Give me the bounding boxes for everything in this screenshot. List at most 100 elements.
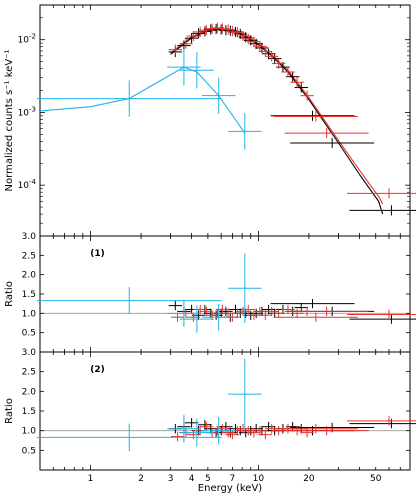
cyan-data-point	[228, 253, 262, 323]
cyan-data-point	[167, 414, 201, 443]
x-tick-label: 7	[230, 474, 236, 484]
black-data-point	[290, 137, 375, 149]
red-data-point	[347, 416, 416, 426]
red-data-point	[170, 312, 185, 322]
red-data-point	[273, 111, 358, 122]
red-data-point	[241, 425, 255, 436]
black-data-point	[267, 53, 282, 64]
red-data-point	[236, 423, 250, 434]
cyan-data-point	[201, 77, 236, 114]
y-tick-label: 2.5	[22, 368, 36, 378]
ratio1-label: (1)	[90, 249, 105, 259]
y-tick-label: 1.0	[22, 309, 37, 319]
red-data-point	[284, 306, 369, 317]
y-tick-label: 2.0	[22, 271, 37, 281]
red-data-point	[264, 306, 279, 317]
red-data-point	[215, 423, 230, 434]
black-data-point	[349, 418, 416, 429]
ratio1-y-axis-title: Ratio	[4, 281, 15, 307]
red-data-point	[241, 304, 255, 315]
black-data-point	[191, 28, 206, 39]
x-tick-label: 4	[189, 474, 195, 484]
red-data-point	[258, 46, 273, 57]
red-data-point	[247, 427, 261, 438]
y-tick-label: 0.5	[22, 446, 36, 456]
red-data-point	[347, 188, 416, 199]
cyan-data-point	[180, 305, 214, 333]
red-data-point	[225, 26, 240, 37]
cyan-data-point	[228, 113, 262, 150]
y-tick-label: 10-4	[18, 178, 37, 191]
y-tick-label: 3.0	[22, 232, 37, 242]
red-data-point	[215, 23, 230, 34]
black-data-point	[249, 423, 263, 434]
red-data-point	[199, 422, 214, 432]
x-tick-label: 2	[138, 474, 144, 484]
red-data-point	[199, 24, 214, 36]
red-data-point	[271, 58, 286, 69]
black-data-point	[349, 314, 416, 324]
y-tick-label: 2.0	[22, 387, 37, 397]
red-data-point	[271, 308, 286, 318]
red-data-point	[300, 427, 314, 438]
red-data-point	[186, 312, 201, 322]
y-tick-label: 3.0	[22, 348, 37, 358]
red-data-point	[273, 423, 358, 434]
red-data-point	[170, 431, 185, 442]
y-tick-label: 0.5	[22, 329, 36, 339]
red-data-point	[300, 90, 314, 101]
black-data-point	[184, 33, 199, 44]
x-tick-label: 1	[88, 474, 94, 484]
cyan-data-point	[180, 418, 214, 447]
cyan-data-point	[201, 303, 236, 331]
black-data-point	[191, 310, 206, 320]
ratio-panel-1: 0.5 1.0 1.5 2.0 2.5 3.0 Ratio (1)	[4, 232, 416, 353]
black-data-point	[168, 300, 183, 311]
black-data-point	[261, 48, 276, 59]
black-data-point	[270, 299, 355, 309]
y-tick-label: 2.5	[22, 251, 36, 261]
red-data-point	[347, 309, 416, 320]
cyan-data-point	[36, 287, 222, 315]
spectrum-frame	[39, 4, 411, 237]
ratio-panel-2: 1 2 3 4 5 7 10 20 50 0.5 1.0 1.5 2.0 2.5 3.0 Ratio (2)	[4, 348, 416, 484]
red-data-point	[281, 66, 295, 78]
red-data-point	[186, 31, 201, 42]
black-data-point	[261, 304, 276, 315]
red-data-point	[271, 425, 286, 436]
red-data-point	[215, 304, 230, 315]
x-tick-label: 20	[303, 474, 315, 484]
y-tick-label: 10-3	[18, 105, 36, 118]
y-tick-label: 1.0	[22, 427, 37, 437]
red-data-point	[258, 429, 273, 440]
red-data-point	[193, 26, 207, 37]
black-data-point	[249, 308, 263, 318]
y-tick-label: 1.5	[22, 407, 36, 417]
red-data-point	[247, 310, 261, 320]
black-data-point	[219, 306, 233, 317]
cyan-data-point	[201, 416, 236, 445]
cyan-data-point	[228, 358, 262, 430]
x-axis-title: Energy (keV)	[198, 483, 263, 494]
red-data-point	[284, 127, 369, 139]
red-data-point	[205, 310, 219, 320]
red-data-point	[264, 51, 279, 62]
x-tick-label: 3	[168, 474, 174, 484]
black-data-point	[294, 82, 308, 93]
cyan-data-point	[180, 52, 214, 89]
red-data-point	[253, 41, 267, 52]
black-data-point	[219, 422, 233, 432]
cyan-model-line	[39, 66, 246, 134]
y-tick-label: 1.5	[22, 290, 36, 300]
black-data-point	[349, 205, 416, 216]
red-data-point	[230, 308, 245, 318]
black-data-point	[270, 110, 355, 121]
y-tick-label: 10-2	[18, 33, 36, 46]
red-data-point	[199, 306, 214, 317]
red-data-point	[253, 306, 267, 317]
cyan-data-point	[167, 48, 201, 86]
cyan-data-point	[36, 80, 222, 117]
red-data-point	[193, 304, 207, 315]
